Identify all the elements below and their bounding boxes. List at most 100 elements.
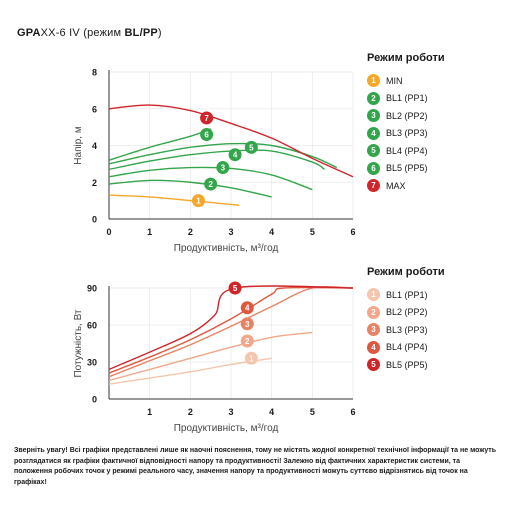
legend-label: BL5 (PP5) [386, 359, 428, 370]
series-badge: 2 [204, 177, 218, 191]
legend-badge: 4 [367, 340, 380, 354]
legend-badge: 7 [367, 179, 380, 193]
disclaimer-note: Зверніть увагу! Всі графіки представлені… [14, 447, 497, 486]
series-line [108, 331, 313, 382]
x-tick-label: 4 [269, 227, 274, 237]
series-badge-label: 1 [196, 197, 201, 206]
series-line [108, 285, 354, 371]
y-tick-label: 90 [87, 284, 97, 294]
series-badge-circle [200, 127, 214, 141]
series-badge-label: 7 [204, 114, 209, 123]
series-badge: 6 [200, 127, 214, 141]
y-axis-title: Потужність, Вт [73, 309, 84, 377]
legend-label: BL1 (PP1) [386, 289, 428, 300]
series-badge-label: 3 [245, 320, 250, 329]
x-tick-label: 6 [350, 407, 355, 417]
legend-badge: 3 [367, 323, 380, 337]
series-badge: 2 [240, 334, 254, 348]
series-badge-circle [240, 334, 254, 348]
x-tick-label: 0 [106, 227, 111, 237]
y-tick-label: 30 [87, 358, 97, 368]
legend-item: 3 BL3 (PP3) [367, 321, 445, 339]
x-axis-title: Продуктивність, м³/год [174, 423, 279, 434]
series-line [108, 357, 272, 385]
series-badge-circle [240, 317, 254, 331]
series-badge-label: 2 [208, 180, 213, 189]
series-badge-circle [228, 281, 242, 295]
series-badge-label: 5 [249, 143, 254, 152]
series-badge-label: 2 [245, 337, 250, 346]
series-line [108, 142, 338, 169]
series-badge-circle [244, 351, 258, 365]
series-badge-label: 5 [233, 284, 238, 293]
x-tick-label: 5 [310, 227, 315, 237]
y-tick-label: 4 [92, 141, 97, 151]
legend-badge: 5 [367, 144, 380, 158]
x-tick-label: 1 [147, 227, 152, 237]
legend-item: 7 MAX [367, 177, 445, 195]
series-badge-label: 6 [204, 130, 209, 139]
legend-item: 5 BL4 (PP4) [367, 142, 445, 160]
y-tick-label: 2 [92, 178, 97, 188]
legend-badge: 2 [367, 305, 380, 319]
series-badge-circle [204, 177, 218, 191]
series-badge-circle [244, 140, 258, 154]
series-badge-circle [216, 161, 230, 175]
legend-title: Режим роботи [367, 266, 445, 278]
legend-label: BL5 (PP5) [386, 163, 428, 174]
series-badge: 4 [228, 148, 242, 162]
x-tick-label: 2 [188, 227, 193, 237]
legend-item: 1 BL1 (PP1) [367, 286, 445, 304]
legend-item: 2 BL1 (PP1) [367, 90, 445, 108]
series-line [108, 104, 354, 178]
series-badge: 1 [191, 194, 205, 208]
x-tick-label: 3 [228, 227, 233, 237]
legend-item: 4 BL3 (PP3) [367, 125, 445, 143]
legend-item: 1 MIN [367, 72, 445, 90]
legend-item: 4 BL4 (PP4) [367, 339, 445, 357]
series-badge-circle [228, 148, 242, 162]
legend-label: BL1 (PP1) [386, 93, 428, 104]
series-line [108, 179, 272, 198]
legend-badge: 3 [367, 109, 380, 123]
series-line [108, 286, 354, 374]
legend-title: Режим роботи [367, 52, 445, 64]
legend-item: 2 BL2 (PP2) [367, 304, 445, 322]
legend-label: MAX [386, 180, 406, 191]
legend-item: 5 BL5 (PP5) [367, 356, 445, 374]
series-badge-label: 4 [233, 151, 238, 160]
series-line [108, 128, 211, 161]
series-badge: 7 [200, 111, 214, 125]
x-tick-label: 1 [147, 407, 152, 417]
series-badge: 5 [244, 140, 258, 154]
series-line [108, 166, 313, 191]
y-axis-title: Напір, м [73, 126, 84, 165]
legend-label: BL3 (PP3) [386, 128, 428, 139]
series-badge-label: 4 [245, 304, 250, 313]
y-tick-label: 8 [92, 68, 97, 78]
y-tick-label: 60 [87, 321, 97, 331]
chart-title: GPAXX-6 IV (режим BL/PP) [17, 27, 162, 39]
legend-label: BL2 (PP2) [386, 110, 428, 121]
legend-label: BL2 (PP2) [386, 307, 428, 318]
series-badge-label: 3 [221, 164, 226, 173]
series-line [108, 194, 240, 206]
legend-item: 6 BL5 (PP5) [367, 160, 445, 178]
legend-badge: 1 [367, 74, 380, 88]
x-tick-label: 3 [228, 407, 233, 417]
legend-badge: 2 [367, 91, 380, 105]
legend-badge: 1 [367, 288, 380, 302]
series-badge-circle [200, 111, 214, 125]
legend-label: MIN [386, 75, 403, 86]
series-badge: 3 [240, 317, 254, 331]
series-badge-circle [191, 194, 205, 208]
series-badge: 3 [216, 161, 230, 175]
legend-badge: 4 [367, 126, 380, 140]
series-badge: 1 [244, 351, 258, 365]
x-axis-title: Продуктивність, м³/год [174, 243, 279, 254]
legend-badge: 5 [367, 358, 380, 372]
legend-item: 3 BL2 (PP2) [367, 107, 445, 125]
legend-badge: 6 [367, 161, 380, 175]
series-badge-label: 1 [249, 354, 254, 363]
